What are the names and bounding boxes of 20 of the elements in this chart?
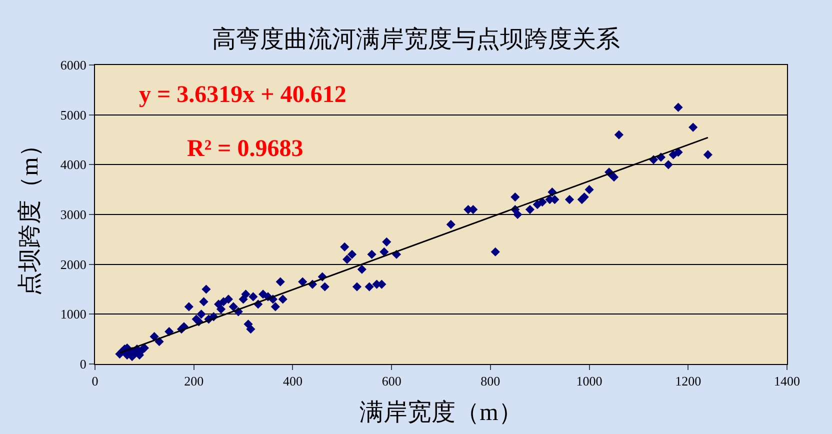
annotation: y = 3.6319x + 40.612 xyxy=(139,82,346,108)
y-tick-label: 1000 xyxy=(60,306,86,322)
x-tick-label: 200 xyxy=(184,374,204,389)
x-tick-label: 800 xyxy=(480,374,500,389)
y-tick-label: 2000 xyxy=(60,256,86,272)
y-tick-label: 5000 xyxy=(60,107,86,122)
y-tick-label: 6000 xyxy=(60,58,86,73)
x-tick-label: 1200 xyxy=(675,374,702,389)
chart-title: 高弯度曲流河满岸宽度与点坝跨度关系 xyxy=(212,26,620,54)
y-tick-label: 3000 xyxy=(60,207,86,222)
y-tick-label: 4000 xyxy=(60,157,86,172)
x-tick-label: 0 xyxy=(92,374,98,389)
x-tick-label: 1400 xyxy=(774,374,800,389)
x-tick-label: 400 xyxy=(282,374,302,389)
x-tick-label: 600 xyxy=(382,374,402,389)
annotation: R² = 0.9683 xyxy=(187,136,304,162)
y-tick-label: 0 xyxy=(80,356,86,372)
x-axis-title: 满岸宽度（m） xyxy=(360,398,522,426)
y-axis-title: 点坝跨度（m） xyxy=(16,133,44,296)
x-tick-label: 1000 xyxy=(576,374,602,389)
